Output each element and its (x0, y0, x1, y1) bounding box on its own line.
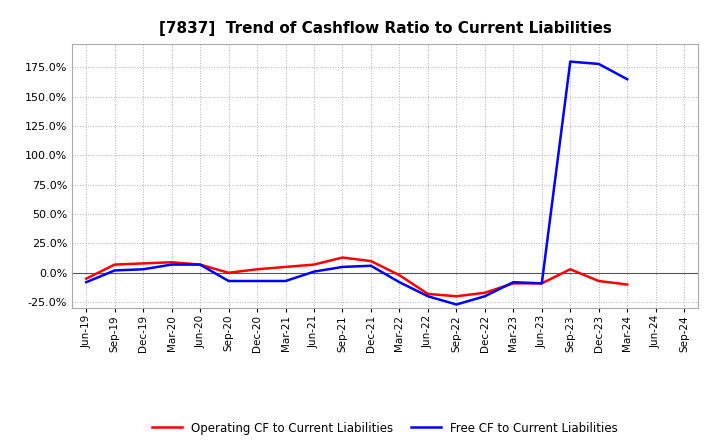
Operating CF to Current Liabilities (566, 267, 575, 272)
Free CF to Current Liabilities (225, 279, 233, 284)
Operating CF to Current Liabilities (310, 262, 318, 267)
Free CF to Current Liabilities (423, 293, 432, 299)
Legend: Operating CF to Current Liabilities, Free CF to Current Liabilities: Operating CF to Current Liabilities, Fre… (148, 417, 623, 440)
Operating CF to Current Liabilities (509, 281, 518, 286)
Operating CF to Current Liabilities (595, 279, 603, 284)
Operating CF to Current Liabilities (196, 262, 204, 267)
Operating CF to Current Liabilities (139, 261, 148, 266)
Operating CF to Current Liabilities (282, 264, 290, 270)
Line: Operating CF to Current Liabilities: Operating CF to Current Liabilities (86, 257, 627, 296)
Operating CF to Current Liabilities (452, 293, 461, 299)
Operating CF to Current Liabilities (110, 262, 119, 267)
Operating CF to Current Liabilities (225, 270, 233, 275)
Operating CF to Current Liabilities (338, 255, 347, 260)
Free CF to Current Liabilities (623, 77, 631, 82)
Operating CF to Current Liabilities (623, 282, 631, 287)
Operating CF to Current Liabilities (480, 290, 489, 295)
Operating CF to Current Liabilities (423, 291, 432, 297)
Free CF to Current Liabilities (537, 281, 546, 286)
Free CF to Current Liabilities (452, 302, 461, 307)
Free CF to Current Liabilities (110, 268, 119, 273)
Free CF to Current Liabilities (566, 59, 575, 64)
Free CF to Current Liabilities (253, 279, 261, 284)
Operating CF to Current Liabilities (395, 272, 404, 278)
Operating CF to Current Liabilities (167, 260, 176, 265)
Free CF to Current Liabilities (139, 267, 148, 272)
Free CF to Current Liabilities (338, 264, 347, 270)
Free CF to Current Liabilities (395, 279, 404, 285)
Free CF to Current Liabilities (509, 279, 518, 285)
Line: Free CF to Current Liabilities: Free CF to Current Liabilities (86, 62, 627, 304)
Free CF to Current Liabilities (282, 279, 290, 284)
Free CF to Current Liabilities (167, 262, 176, 267)
Operating CF to Current Liabilities (537, 281, 546, 286)
Free CF to Current Liabilities (480, 293, 489, 299)
Free CF to Current Liabilities (82, 279, 91, 285)
Operating CF to Current Liabilities (82, 276, 91, 281)
Free CF to Current Liabilities (196, 262, 204, 267)
Free CF to Current Liabilities (366, 263, 375, 268)
Title: [7837]  Trend of Cashflow Ratio to Current Liabilities: [7837] Trend of Cashflow Ratio to Curren… (159, 21, 611, 36)
Free CF to Current Liabilities (310, 269, 318, 274)
Free CF to Current Liabilities (595, 61, 603, 66)
Operating CF to Current Liabilities (366, 258, 375, 264)
Operating CF to Current Liabilities (253, 267, 261, 272)
